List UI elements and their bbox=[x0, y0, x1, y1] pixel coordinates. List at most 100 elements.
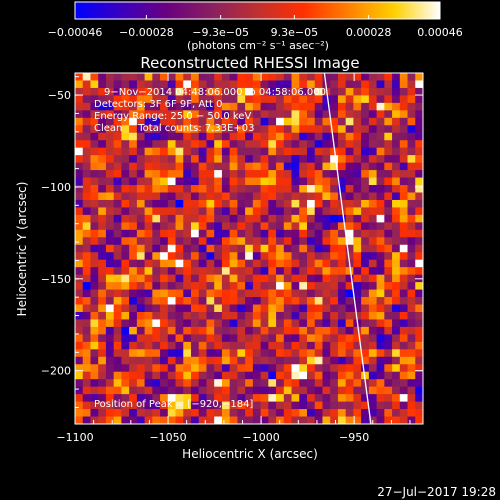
plot-frame bbox=[74, 72, 424, 425]
heatmap-cell bbox=[113, 207, 122, 216]
heatmap-cell bbox=[368, 274, 377, 283]
heatmap-cell bbox=[291, 304, 300, 313]
heatmap-cell bbox=[392, 125, 401, 134]
heatmap-cell bbox=[121, 237, 130, 246]
heatmap-cell bbox=[276, 170, 285, 178]
heatmap-cell bbox=[175, 259, 184, 268]
heatmap-cell bbox=[291, 117, 300, 126]
heatmap-cell bbox=[337, 170, 347, 178]
heatmap-cell bbox=[90, 379, 99, 388]
heatmap-cell bbox=[75, 349, 84, 358]
heatmap-cell bbox=[221, 394, 231, 402]
heatmap-cell bbox=[75, 297, 84, 305]
heatmap-cell bbox=[144, 319, 153, 328]
heatmap-cell bbox=[229, 319, 238, 328]
heatmap-cell bbox=[276, 341, 285, 350]
heatmap-cell bbox=[121, 87, 130, 96]
heatmap-cell bbox=[299, 297, 308, 305]
heatmap-cell bbox=[245, 222, 254, 231]
heatmap-cell bbox=[98, 170, 107, 178]
heatmap-cell bbox=[399, 334, 408, 343]
heatmap-cell bbox=[361, 401, 370, 410]
heatmap-cell bbox=[90, 177, 99, 186]
heatmap-cell bbox=[314, 102, 323, 111]
heatmap-cell bbox=[407, 102, 416, 111]
heatmap-cell bbox=[276, 237, 285, 246]
heatmap-cell bbox=[237, 311, 246, 320]
heatmap-cell bbox=[214, 95, 223, 104]
heatmap-cell bbox=[345, 274, 354, 283]
heatmap-cell bbox=[229, 237, 238, 246]
heatmap-cell bbox=[276, 162, 285, 171]
heatmap-cell bbox=[198, 289, 207, 298]
heatmap-cell bbox=[361, 394, 370, 402]
heatmap-cell bbox=[260, 199, 269, 208]
heatmap-cell bbox=[191, 155, 200, 164]
heatmap-cell bbox=[345, 102, 354, 111]
heatmap-cell bbox=[345, 199, 354, 208]
heatmap-cell bbox=[105, 192, 115, 201]
heatmap-cell bbox=[252, 80, 261, 89]
heatmap-cell bbox=[144, 252, 153, 261]
heatmap-cell bbox=[392, 259, 401, 268]
heatmap-cell bbox=[384, 185, 393, 193]
heatmap-cell bbox=[198, 110, 207, 119]
heatmap-cell bbox=[113, 259, 122, 268]
heatmap-cell bbox=[399, 199, 408, 208]
heatmap-cell bbox=[368, 252, 377, 261]
colorbar-tick-label: 0.00046 bbox=[417, 26, 463, 39]
heatmap-cell bbox=[237, 95, 246, 104]
heatmap-cell bbox=[175, 401, 184, 410]
heatmap-cell bbox=[160, 356, 169, 365]
heatmap-cell bbox=[276, 371, 285, 380]
heatmap-cell bbox=[299, 155, 308, 164]
heatmap-cell bbox=[291, 222, 300, 231]
heatmap-cell bbox=[105, 95, 115, 104]
heatmap-cell bbox=[299, 132, 308, 141]
heatmap-cell bbox=[283, 95, 292, 104]
heatmap-cell bbox=[206, 177, 215, 186]
heatmap-cell bbox=[206, 401, 215, 410]
heatmap-cell bbox=[353, 237, 362, 246]
heatmap-cell bbox=[121, 244, 130, 253]
heatmap-cell bbox=[198, 297, 207, 305]
heatmap-cell bbox=[198, 237, 207, 246]
heatmap-cell bbox=[82, 87, 91, 96]
heatmap-cell bbox=[237, 416, 246, 424]
heatmap-cell bbox=[415, 177, 423, 186]
heatmap-cell bbox=[407, 409, 416, 417]
y-axis-ticks: −50−100−150−200 bbox=[41, 76, 423, 408]
heatmap-cell bbox=[307, 73, 316, 81]
heatmap-cell bbox=[392, 140, 401, 149]
heatmap-cell bbox=[206, 102, 215, 111]
colorbar-ticks: −0.00046 −0.00028 −9.3e−05 9.3e−05 0.00028 0.… bbox=[48, 15, 463, 39]
heatmap-cell bbox=[221, 304, 231, 313]
heatmap-cell bbox=[384, 214, 393, 223]
heatmap-cell bbox=[144, 237, 153, 246]
heatmap-cell bbox=[268, 341, 277, 350]
heatmap-cell bbox=[214, 214, 223, 223]
heatmap-cell bbox=[283, 334, 292, 343]
heatmap-cell bbox=[198, 207, 207, 216]
heatmap-cell bbox=[113, 87, 122, 96]
heatmap-cell bbox=[237, 341, 246, 350]
heatmap-cell bbox=[345, 416, 354, 424]
heatmap-cell bbox=[98, 244, 107, 253]
heatmap-cell bbox=[229, 274, 238, 283]
heatmap-cell bbox=[361, 207, 370, 216]
heatmap-cell bbox=[392, 282, 401, 290]
heatmap-cell bbox=[121, 386, 130, 395]
heatmap-cell bbox=[314, 267, 323, 276]
heatmap-cell bbox=[345, 304, 354, 313]
heatmap-cell bbox=[399, 401, 408, 410]
heatmap-cell bbox=[330, 117, 339, 126]
heatmap-cell bbox=[283, 222, 292, 231]
heatmap-cell bbox=[75, 87, 84, 96]
heatmap-cell bbox=[198, 147, 207, 156]
heatmap-cell bbox=[307, 155, 316, 164]
heatmap-cell bbox=[330, 199, 339, 208]
heatmap-cell bbox=[314, 147, 323, 156]
heatmap-cell bbox=[353, 102, 362, 111]
heatmap-cell bbox=[214, 185, 223, 193]
heatmap-cell bbox=[415, 170, 423, 178]
